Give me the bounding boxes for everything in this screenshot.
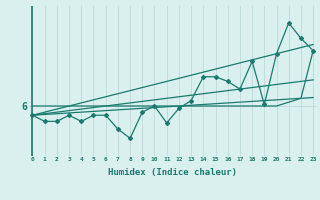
X-axis label: Humidex (Indice chaleur): Humidex (Indice chaleur) <box>108 168 237 177</box>
